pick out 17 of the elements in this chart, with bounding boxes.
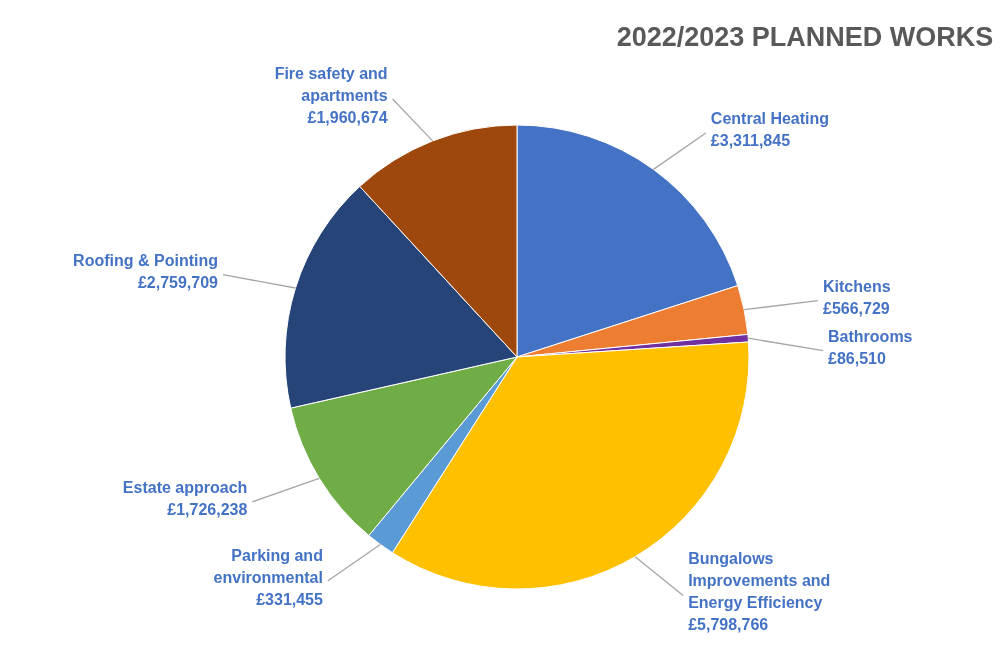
data-label: £2,759,709 <box>137 273 219 291</box>
data-label: £1,726,238 <box>167 500 248 518</box>
slice-label: Bungalows Improvements and Energy Efficiency <box>688 550 831 612</box>
slice-label: Roofing & Pointing <box>73 251 218 269</box>
slice-label: Bathrooms <box>828 327 913 345</box>
data-label: £86,510 <box>828 349 886 367</box>
data-label: £331,455 <box>256 590 324 608</box>
data-label: £566,729 <box>822 299 890 317</box>
slice-label: Estate approach <box>122 478 248 496</box>
chart-title: 2022/2023 PLANNED WORKS <box>616 22 994 52</box>
data-label: £5,798,766 <box>688 616 769 634</box>
slice-label: Fire safety and apartments <box>274 64 388 104</box>
slice-label: Central Heating <box>710 110 830 128</box>
data-label: £1,960,674 <box>307 108 388 126</box>
slice-label: Parking and environmental <box>213 546 323 586</box>
data-label: £3,311,845 <box>710 132 791 150</box>
slice-label: Kitchens <box>822 277 891 295</box>
